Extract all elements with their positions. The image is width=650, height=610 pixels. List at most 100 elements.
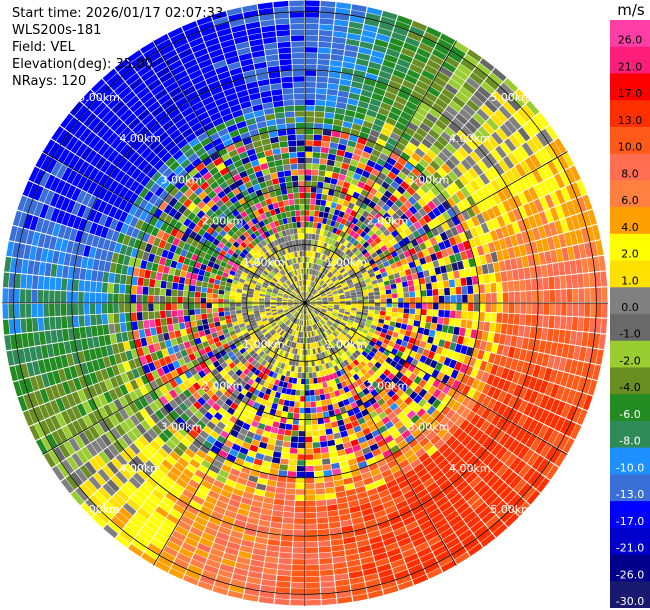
velocity-gate: [414, 147, 426, 158]
velocity-gate: [327, 271, 332, 277]
velocity-gate: [56, 329, 64, 343]
velocity-gate: [357, 347, 364, 354]
velocity-gate: [361, 151, 371, 159]
velocity-gate: [174, 330, 182, 338]
velocity-gate: [481, 407, 492, 420]
velocity-gate: [276, 334, 281, 341]
velocity-gate: [292, 553, 305, 559]
velocity-gate: [457, 146, 469, 159]
velocity-gate: [466, 276, 473, 286]
velocity-gate: [535, 265, 542, 278]
velocity-gate: [150, 472, 162, 484]
velocity-gate: [164, 258, 172, 267]
velocity-gate: [397, 239, 406, 248]
velocity-gate: [386, 547, 401, 558]
velocity-gate: [66, 240, 74, 254]
velocity-gate: [172, 316, 179, 324]
velocity-gate: [370, 337, 378, 344]
velocity-gate: [310, 263, 314, 269]
velocity-gate: [207, 313, 213, 319]
velocity-gate: [323, 261, 328, 268]
velocity-gate: [525, 314, 532, 326]
velocity-gate: [587, 257, 595, 273]
velocity-gate: [149, 279, 156, 288]
velocity-gate: [115, 424, 126, 437]
velocity-gate: [281, 315, 287, 320]
velocity-gate: [213, 479, 225, 489]
velocity-gate: [360, 126, 371, 135]
velocity-gate: [144, 498, 158, 510]
velocity-gate: [294, 518, 305, 524]
velocity-gate: [379, 267, 386, 274]
velocity-gate: [387, 185, 396, 194]
velocity-gate: [352, 359, 360, 366]
velocity-gate: [533, 184, 544, 198]
velocity-gate: [268, 370, 275, 378]
velocity-gate: [289, 322, 294, 328]
velocity-gate: [137, 468, 149, 481]
velocity-gate: [438, 295, 445, 303]
velocity-gate: [202, 324, 210, 330]
velocity-gate: [252, 548, 266, 556]
velocity-gate: [78, 280, 85, 292]
velocity-gate: [437, 38, 453, 51]
velocity-gate: [155, 506, 169, 518]
velocity-gate: [250, 373, 258, 381]
velocity-gate: [172, 503, 186, 515]
velocity-gate: [232, 410, 241, 419]
velocity-gate: [457, 63, 472, 77]
velocity-gate: [253, 297, 259, 301]
velocity-gate: [528, 376, 538, 390]
velocity-gate: [219, 285, 226, 291]
velocity-gate: [385, 117, 397, 127]
velocity-gate: [362, 210, 370, 218]
velocity-gate: [310, 298, 316, 301]
velocity-gate: [340, 361, 346, 369]
velocity-gate: [364, 452, 374, 461]
velocity-gate: [308, 280, 311, 287]
velocity-gate: [123, 255, 131, 266]
velocity-gate: [390, 166, 401, 176]
velocity-gate: [404, 268, 412, 276]
velocity-gate: [159, 480, 172, 492]
velocity-gate: [88, 426, 100, 440]
velocity-gate: [334, 408, 341, 415]
velocity-gate: [332, 556, 346, 564]
velocity-gate: [515, 89, 530, 104]
velocity-gate: [409, 137, 421, 147]
velocity-gate: [229, 299, 236, 303]
velocity-gate: [493, 240, 502, 251]
velocity-gate: [46, 344, 55, 358]
velocity-gate: [345, 350, 352, 357]
velocity-gate: [374, 434, 384, 443]
velocity-gate: [310, 354, 314, 361]
velocity-gate: [251, 554, 265, 562]
velocity-gate: [293, 372, 298, 378]
velocity-gate: [420, 309, 427, 316]
velocity-gate: [161, 443, 173, 455]
velocity-gate: [21, 259, 29, 274]
velocity-gate: [277, 309, 283, 312]
velocity-gate: [406, 558, 421, 569]
velocity-gate: [417, 547, 432, 558]
velocity-gate: [512, 371, 521, 384]
velocity-gate: [533, 198, 544, 213]
velocity-gate: [320, 199, 327, 206]
velocity-gate: [323, 276, 328, 282]
velocity-gate: [95, 370, 104, 383]
velocity-gate: [412, 111, 425, 122]
velocity-gate: [449, 439, 461, 451]
velocity-gate: [145, 460, 157, 472]
velocity-gate: [554, 316, 561, 329]
velocity-gate: [235, 513, 248, 523]
velocity-gate: [363, 299, 369, 303]
velocity-gate: [299, 319, 302, 326]
velocity-gate: [338, 174, 346, 181]
velocity-gate: [316, 70, 329, 77]
velocity-gate: [422, 169, 432, 179]
velocity-gate: [320, 310, 326, 314]
velocity-gate: [398, 297, 404, 303]
velocity-gate: [499, 141, 512, 155]
velocity-gate: [310, 187, 317, 193]
velocity-gate: [393, 255, 401, 263]
